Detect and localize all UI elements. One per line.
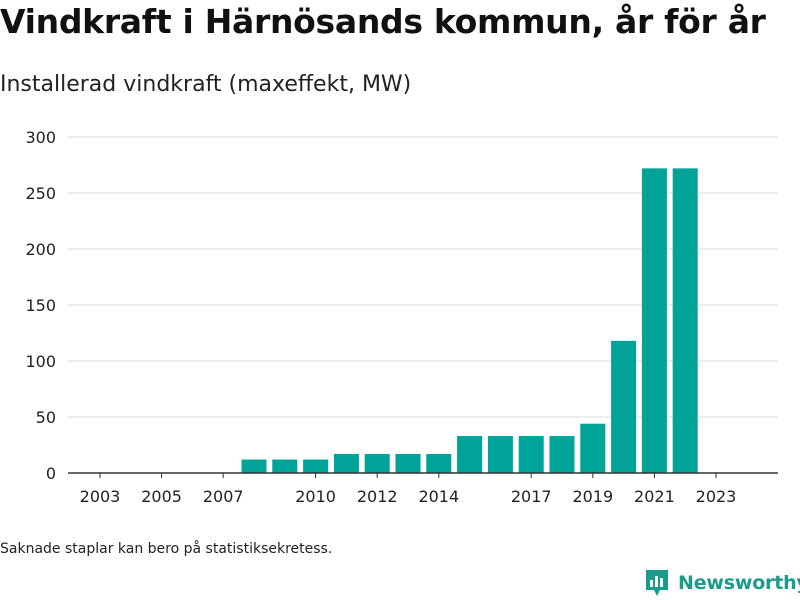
- bar-chart: 0 50 100 150 200 250 300 2003 2005 2007 2010 2012 20…: [25, 128, 778, 506]
- y-tick-label: 150: [25, 296, 56, 315]
- bar-2013: [395, 453, 421, 473]
- x-tick-label: 2007: [203, 487, 244, 506]
- x-tick-label: 2005: [141, 487, 182, 506]
- x-tick-label: 2010: [295, 487, 336, 506]
- x-tick-label: 2003: [80, 487, 121, 506]
- bar-2009: [272, 459, 298, 473]
- y-tick-label: 250: [25, 184, 56, 203]
- bar-2020: [611, 340, 637, 473]
- y-tick-label: 300: [25, 128, 56, 147]
- x-tick-label: 2019: [572, 487, 613, 506]
- x-tick-label: 2021: [634, 487, 675, 506]
- bar-2011: [333, 453, 359, 473]
- x-tick-label: 2017: [511, 487, 552, 506]
- y-tick-label: 0: [46, 464, 56, 483]
- bar-2022: [672, 168, 698, 474]
- y-tick-label: 200: [25, 240, 56, 259]
- bar-2015: [457, 436, 483, 473]
- y-tick-label: 50: [36, 408, 56, 427]
- bar-2017: [518, 436, 544, 473]
- bar-2014: [426, 453, 452, 473]
- newsworthy-logo-icon: [646, 570, 668, 596]
- bar-2019: [580, 423, 606, 473]
- x-tick-label: 2014: [418, 487, 459, 506]
- chart-subtitle: Installerad vindkraft (maxeffekt, MW): [0, 72, 412, 97]
- chart-title: Vindkraft i Härnösands kommun, år för år: [0, 2, 766, 41]
- bar-2012: [364, 453, 390, 473]
- y-tick-label: 100: [25, 352, 56, 371]
- bar-2016: [487, 436, 513, 473]
- x-tick-label: 2023: [696, 487, 737, 506]
- brand-name: Newsworthy: [678, 572, 800, 594]
- bar-2010: [303, 459, 329, 473]
- brand-logo: Newsworthy: [644, 568, 800, 598]
- footnote: Saknade staplar kan bero på statistiksek…: [0, 541, 333, 557]
- x-tick-label: 2012: [357, 487, 398, 506]
- bar-2018: [549, 436, 575, 473]
- bar-2008: [241, 459, 267, 473]
- bar-2021: [641, 168, 667, 474]
